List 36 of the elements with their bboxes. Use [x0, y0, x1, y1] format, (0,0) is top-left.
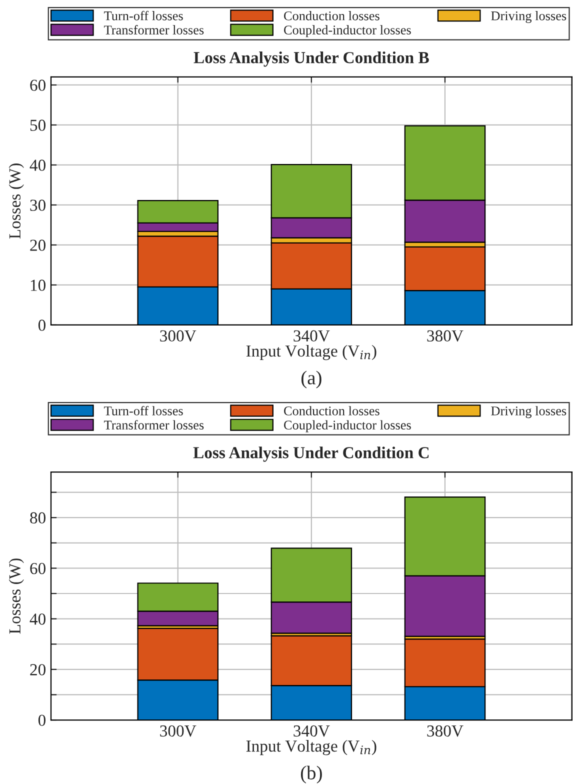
x-tick-label: 380V — [427, 330, 464, 342]
y-tick-label: 30 — [30, 200, 46, 211]
y-axis-title: Losses (W) — [8, 164, 24, 239]
y-axis-title: Losses (W) — [8, 558, 24, 634]
legend-label: Conduction losses — [284, 406, 380, 416]
legend-label: Transformer losses — [104, 25, 204, 34]
y-tick-label: 40 — [30, 160, 46, 171]
legend-label: Coupled-inductor losses — [284, 420, 411, 432]
legend-label: Turn-off losses — [104, 10, 183, 20]
y-tick-label: 60 — [30, 562, 46, 574]
y-tick-label: 0 — [38, 320, 46, 331]
text: (b) — [300, 766, 322, 784]
legend-label: Conduction losses — [284, 11, 380, 20]
y-tick-label: 80 — [30, 512, 46, 524]
legend-label: Coupled-inductor losses — [284, 25, 411, 38]
x-tick-label: 300V — [160, 725, 196, 737]
x-axis-title: Input Voltage (V$_{in}$) — [246, 344, 376, 360]
legend-label: Driving losses — [491, 406, 566, 418]
y-tick-label: 0 — [38, 714, 46, 726]
legend-label: Transformer losses — [104, 420, 204, 430]
legend-label: Driving losses — [491, 11, 566, 24]
chart-title: Loss Analysis Under Condition B — [194, 52, 429, 67]
text: (a) — [301, 370, 322, 388]
x-axis-title: Input Voltage (V$_{in}$) — [246, 740, 376, 756]
y-tick-label: 10 — [30, 280, 46, 291]
x-tick-label: 340V — [294, 330, 330, 342]
chart-title: Loss Analysis Under Condition C — [193, 446, 429, 462]
x-tick-label: 340V — [294, 725, 330, 737]
x-tick-label: 300V — [160, 330, 196, 342]
y-tick-label: 20 — [30, 664, 46, 676]
legend-label: Turn-off losses — [104, 406, 183, 416]
x-tick-label: 380V — [427, 725, 464, 737]
y-tick-label: 20 — [30, 240, 46, 251]
y-tick-label: 50 — [30, 120, 46, 131]
y-tick-label: 60 — [30, 80, 46, 91]
y-tick-label: 40 — [30, 614, 46, 625]
